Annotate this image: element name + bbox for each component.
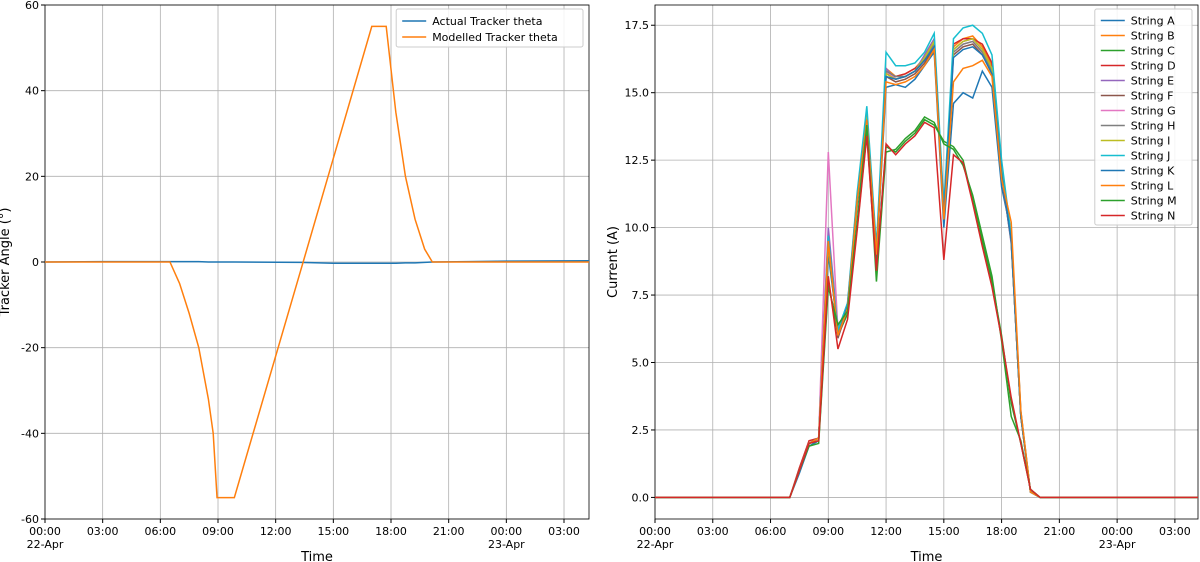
- legend-label: Actual Tracker theta: [432, 15, 542, 28]
- legend-label: String H: [1131, 120, 1176, 133]
- x-tick-label: 03:00: [697, 525, 729, 538]
- x-tick-label: 00:00 22-Apr: [637, 525, 674, 551]
- legend-label: String D: [1131, 60, 1176, 73]
- y-tick-label: 7.5: [632, 289, 650, 302]
- x-tick-label: 03:00: [548, 525, 580, 538]
- legend-label: String F: [1131, 90, 1174, 103]
- y-tick-label: -40: [21, 427, 39, 440]
- x-tick-label: 06:00: [755, 525, 787, 538]
- y-axis-label: Current (A): [606, 226, 621, 298]
- legend-label: String A: [1131, 15, 1175, 28]
- y-tick-label: 5.0: [632, 357, 650, 370]
- legend: String A String B String C String D String E…: [1094, 8, 1193, 226]
- x-tick-label: 03:00: [87, 525, 119, 538]
- x-tick-label: 15:00: [928, 525, 960, 538]
- series-line: [655, 121, 1198, 499]
- legend: Actual Tracker theta Modelled Tracker the…: [395, 8, 584, 48]
- x-tick-label: 00:00 23-Apr: [1099, 525, 1136, 551]
- y-tick-label: 60: [25, 0, 39, 12]
- y-tick-label: 10.0: [625, 222, 650, 235]
- y-axis-label: Tracker Angle (°): [0, 208, 13, 318]
- y-tick-label: 40: [25, 85, 39, 98]
- series-line: [655, 47, 1198, 499]
- x-tick-label: 21:00: [433, 525, 465, 538]
- legend-label: String C: [1131, 45, 1175, 58]
- legend-label: String K: [1131, 165, 1175, 178]
- legend-label: String I: [1131, 135, 1171, 148]
- y-tick-label: 2.5: [632, 424, 650, 437]
- x-axis-label: Time: [300, 550, 333, 562]
- legend-box: [395, 8, 584, 48]
- y-tick-label: 17.5: [625, 19, 650, 32]
- legend-label: String B: [1131, 30, 1175, 43]
- x-tick-label: 21:00: [1044, 525, 1076, 538]
- y-tick-label: 0.0: [632, 491, 650, 504]
- x-tick-label: 03:00: [1159, 525, 1191, 538]
- x-axis-label: Time: [910, 550, 943, 562]
- series-line: [45, 25, 589, 499]
- y-tick-label: 0: [32, 256, 39, 269]
- legend-label: String N: [1131, 210, 1176, 223]
- x-tick-label: 12:00: [870, 525, 902, 538]
- legend-label: String E: [1131, 75, 1174, 88]
- y-tick-label: -60: [21, 513, 39, 526]
- x-tick-label: 00:00 22-Apr: [27, 525, 64, 551]
- x-tick-label: 18:00: [986, 525, 1018, 538]
- y-tick-label: -20: [21, 342, 39, 355]
- x-tick-label: 00:00 23-Apr: [488, 525, 525, 551]
- y-tick-label: 15.0: [625, 87, 650, 100]
- plot-frame: [654, 4, 1199, 520]
- x-tick-label: 09:00: [812, 525, 844, 538]
- y-tick-label: 20: [25, 170, 39, 183]
- legend-label: String G: [1131, 105, 1176, 118]
- x-tick-label: 18:00: [375, 525, 407, 538]
- legend-label: String J: [1131, 150, 1171, 163]
- legend-label: String L: [1131, 180, 1174, 193]
- x-tick-label: 12:00: [260, 525, 292, 538]
- legend-label: Modelled Tracker theta: [432, 31, 558, 44]
- x-tick-label: 06:00: [144, 525, 176, 538]
- series-line: [44, 259, 590, 265]
- x-tick-label: 09:00: [202, 525, 234, 538]
- y-tick-label: 12.5: [625, 154, 650, 167]
- legend-label: String M: [1131, 195, 1177, 208]
- x-tick-label: 15:00: [317, 525, 349, 538]
